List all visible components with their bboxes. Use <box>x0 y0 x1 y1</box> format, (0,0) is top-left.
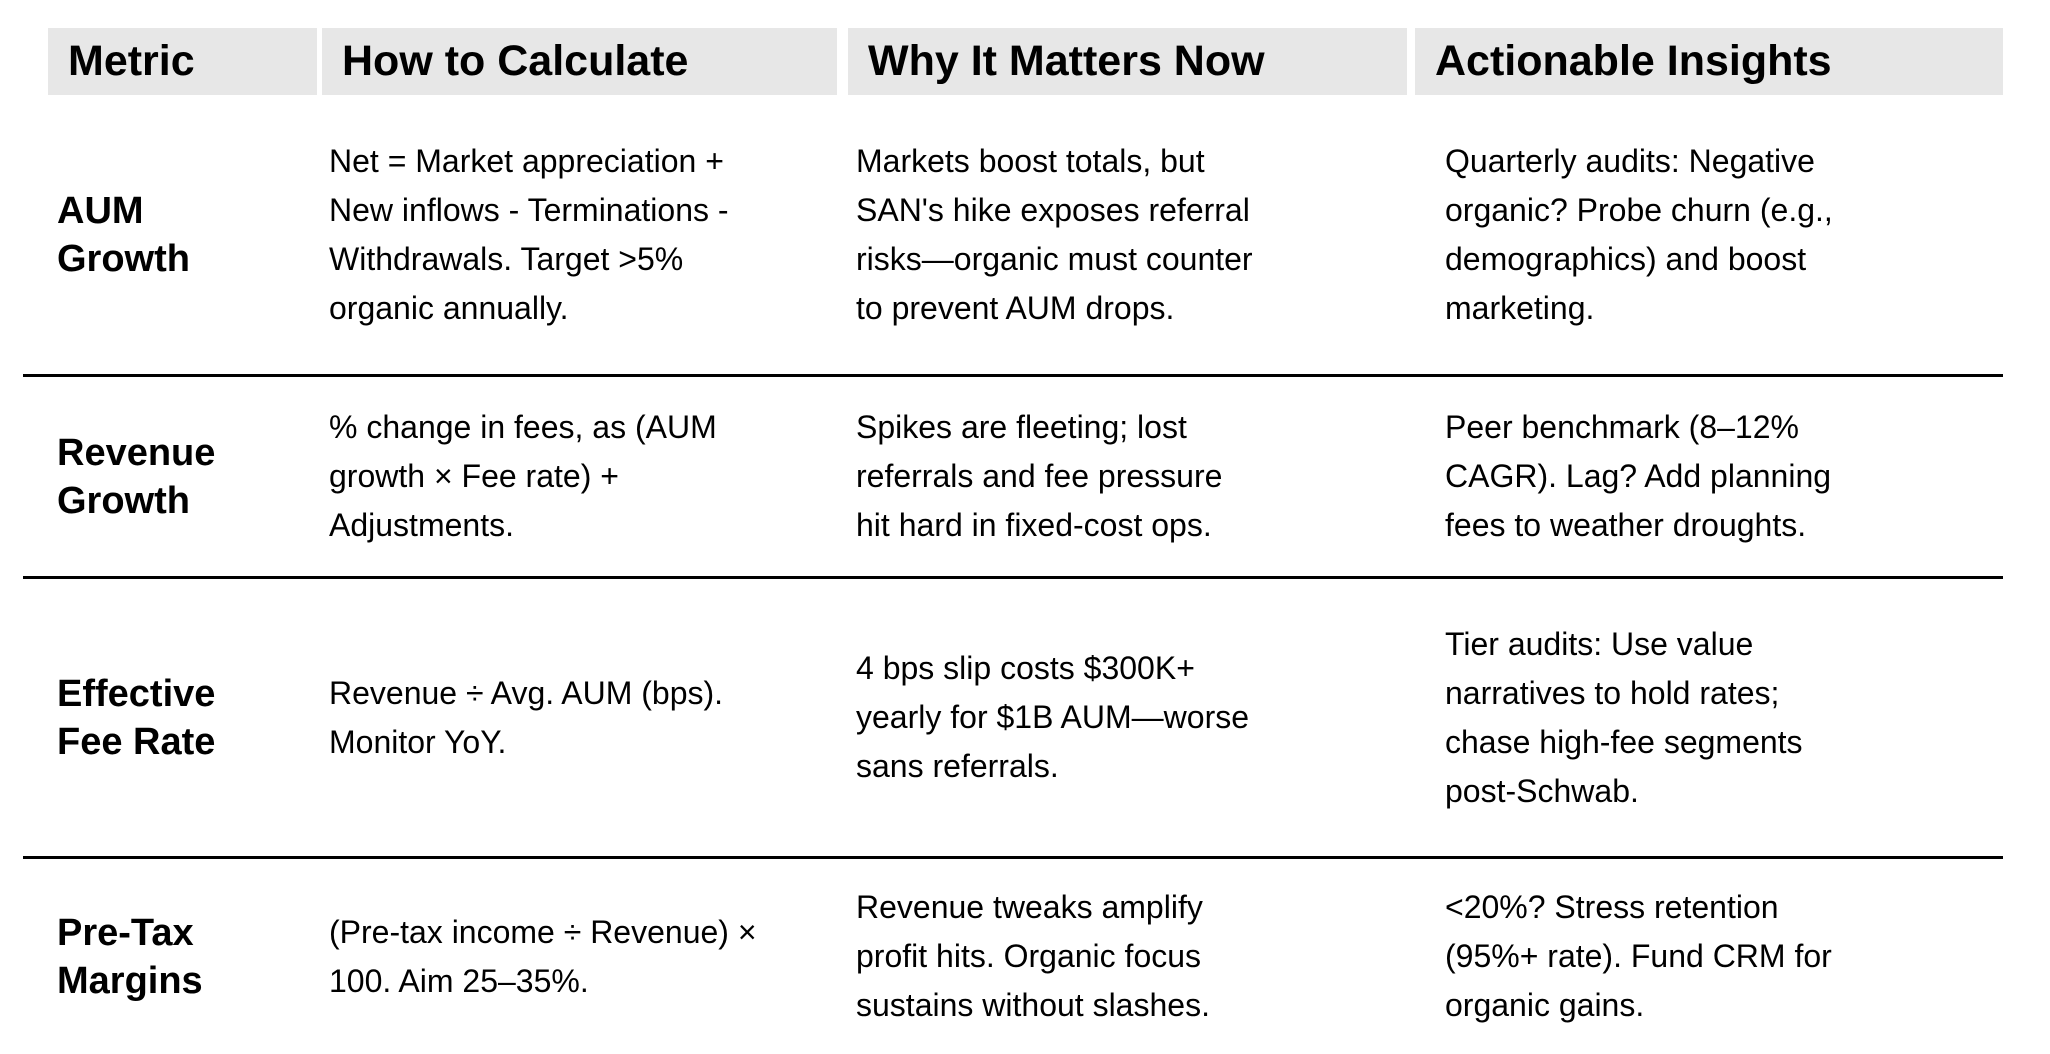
column-header-how-to-calculate-label: How to Calculate <box>322 28 837 95</box>
cell-how: % change in fees, as (AUM growth × Fee r… <box>329 409 717 543</box>
column-header-actionable-insights: Actionable Insights <box>1415 28 2003 95</box>
metrics-table: Metric How to Calculate Why It Matters N… <box>23 28 2003 1054</box>
cell-insights: Quarterly audits: Negative organic? Prob… <box>1445 142 1833 326</box>
column-header-why-it-matters-now-label: Why It Matters Now <box>848 28 1407 95</box>
cell-how: (Pre-tax income ÷ Revenue) × 100. Aim 25… <box>329 913 757 999</box>
cell-why: Revenue tweaks amplify profit hits. Orga… <box>856 889 1210 1023</box>
cell-how: Net = Market appreciation + New inflows … <box>329 142 729 326</box>
table-row: AUM Growth Net = Market appreciation + Ne… <box>23 95 2003 377</box>
cell-how: Revenue ÷ Avg. AUM (bps). Monitor YoY. <box>329 674 724 760</box>
cell-why: Markets boost totals, but SAN's hike exp… <box>856 142 1253 326</box>
table-body: AUM Growth Net = Market appreciation + Ne… <box>23 95 2003 1054</box>
column-header-why-it-matters-now: Why It Matters Now <box>848 28 1415 95</box>
cell-metric: Effective Fee Rate <box>57 672 216 763</box>
cell-metric: Pre-Tax Margins <box>57 911 203 1002</box>
cell-insights: Tier audits: Use value narratives to hol… <box>1445 625 1803 809</box>
cell-metric: Revenue Growth <box>57 431 216 522</box>
column-header-metric-label: Metric <box>48 28 317 95</box>
column-header-metric: Metric <box>23 28 322 95</box>
cell-insights: <20%? Stress retention (95%+ rate). Fund… <box>1445 889 1832 1023</box>
cell-insights: Peer benchmark (8–12% CAGR). Lag? Add pl… <box>1445 409 1832 543</box>
cell-why: Spikes are fleeting; lost referrals and … <box>856 409 1223 543</box>
column-header-how-to-calculate: How to Calculate <box>322 28 848 95</box>
cell-why: 4 bps slip costs $300K+ yearly for $1B A… <box>856 650 1250 784</box>
cell-metric: AUM Growth <box>57 189 190 280</box>
column-header-actionable-insights-label: Actionable Insights <box>1415 28 2003 95</box>
table-row: Effective Fee Rate Revenue ÷ Avg. AUM (bp… <box>23 579 2003 859</box>
table-row: Revenue Growth % change in fees, as (AUM … <box>23 377 2003 579</box>
table-row: Pre-Tax Margins (Pre-tax income ÷ Revenue… <box>23 859 2003 1054</box>
table-header-row: Metric How to Calculate Why It Matters N… <box>23 28 2003 95</box>
